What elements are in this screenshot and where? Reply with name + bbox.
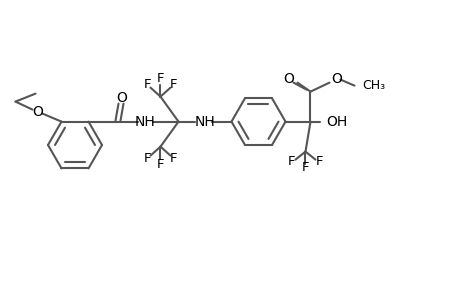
Text: F: F	[287, 155, 295, 168]
Text: F: F	[157, 72, 164, 85]
Text: F: F	[301, 161, 308, 174]
Text: O: O	[32, 105, 43, 118]
Text: F: F	[143, 152, 151, 165]
Text: F: F	[169, 78, 177, 91]
Text: NH: NH	[135, 115, 156, 129]
Text: CH₃: CH₃	[362, 79, 385, 92]
Text: F: F	[157, 158, 164, 171]
Text: O: O	[116, 91, 127, 105]
Text: O: O	[282, 72, 293, 86]
Text: F: F	[315, 155, 323, 168]
Text: F: F	[169, 152, 177, 165]
Text: F: F	[143, 78, 151, 91]
Text: O: O	[330, 72, 341, 86]
Text: OH: OH	[326, 115, 347, 129]
Text: NH: NH	[195, 115, 215, 129]
